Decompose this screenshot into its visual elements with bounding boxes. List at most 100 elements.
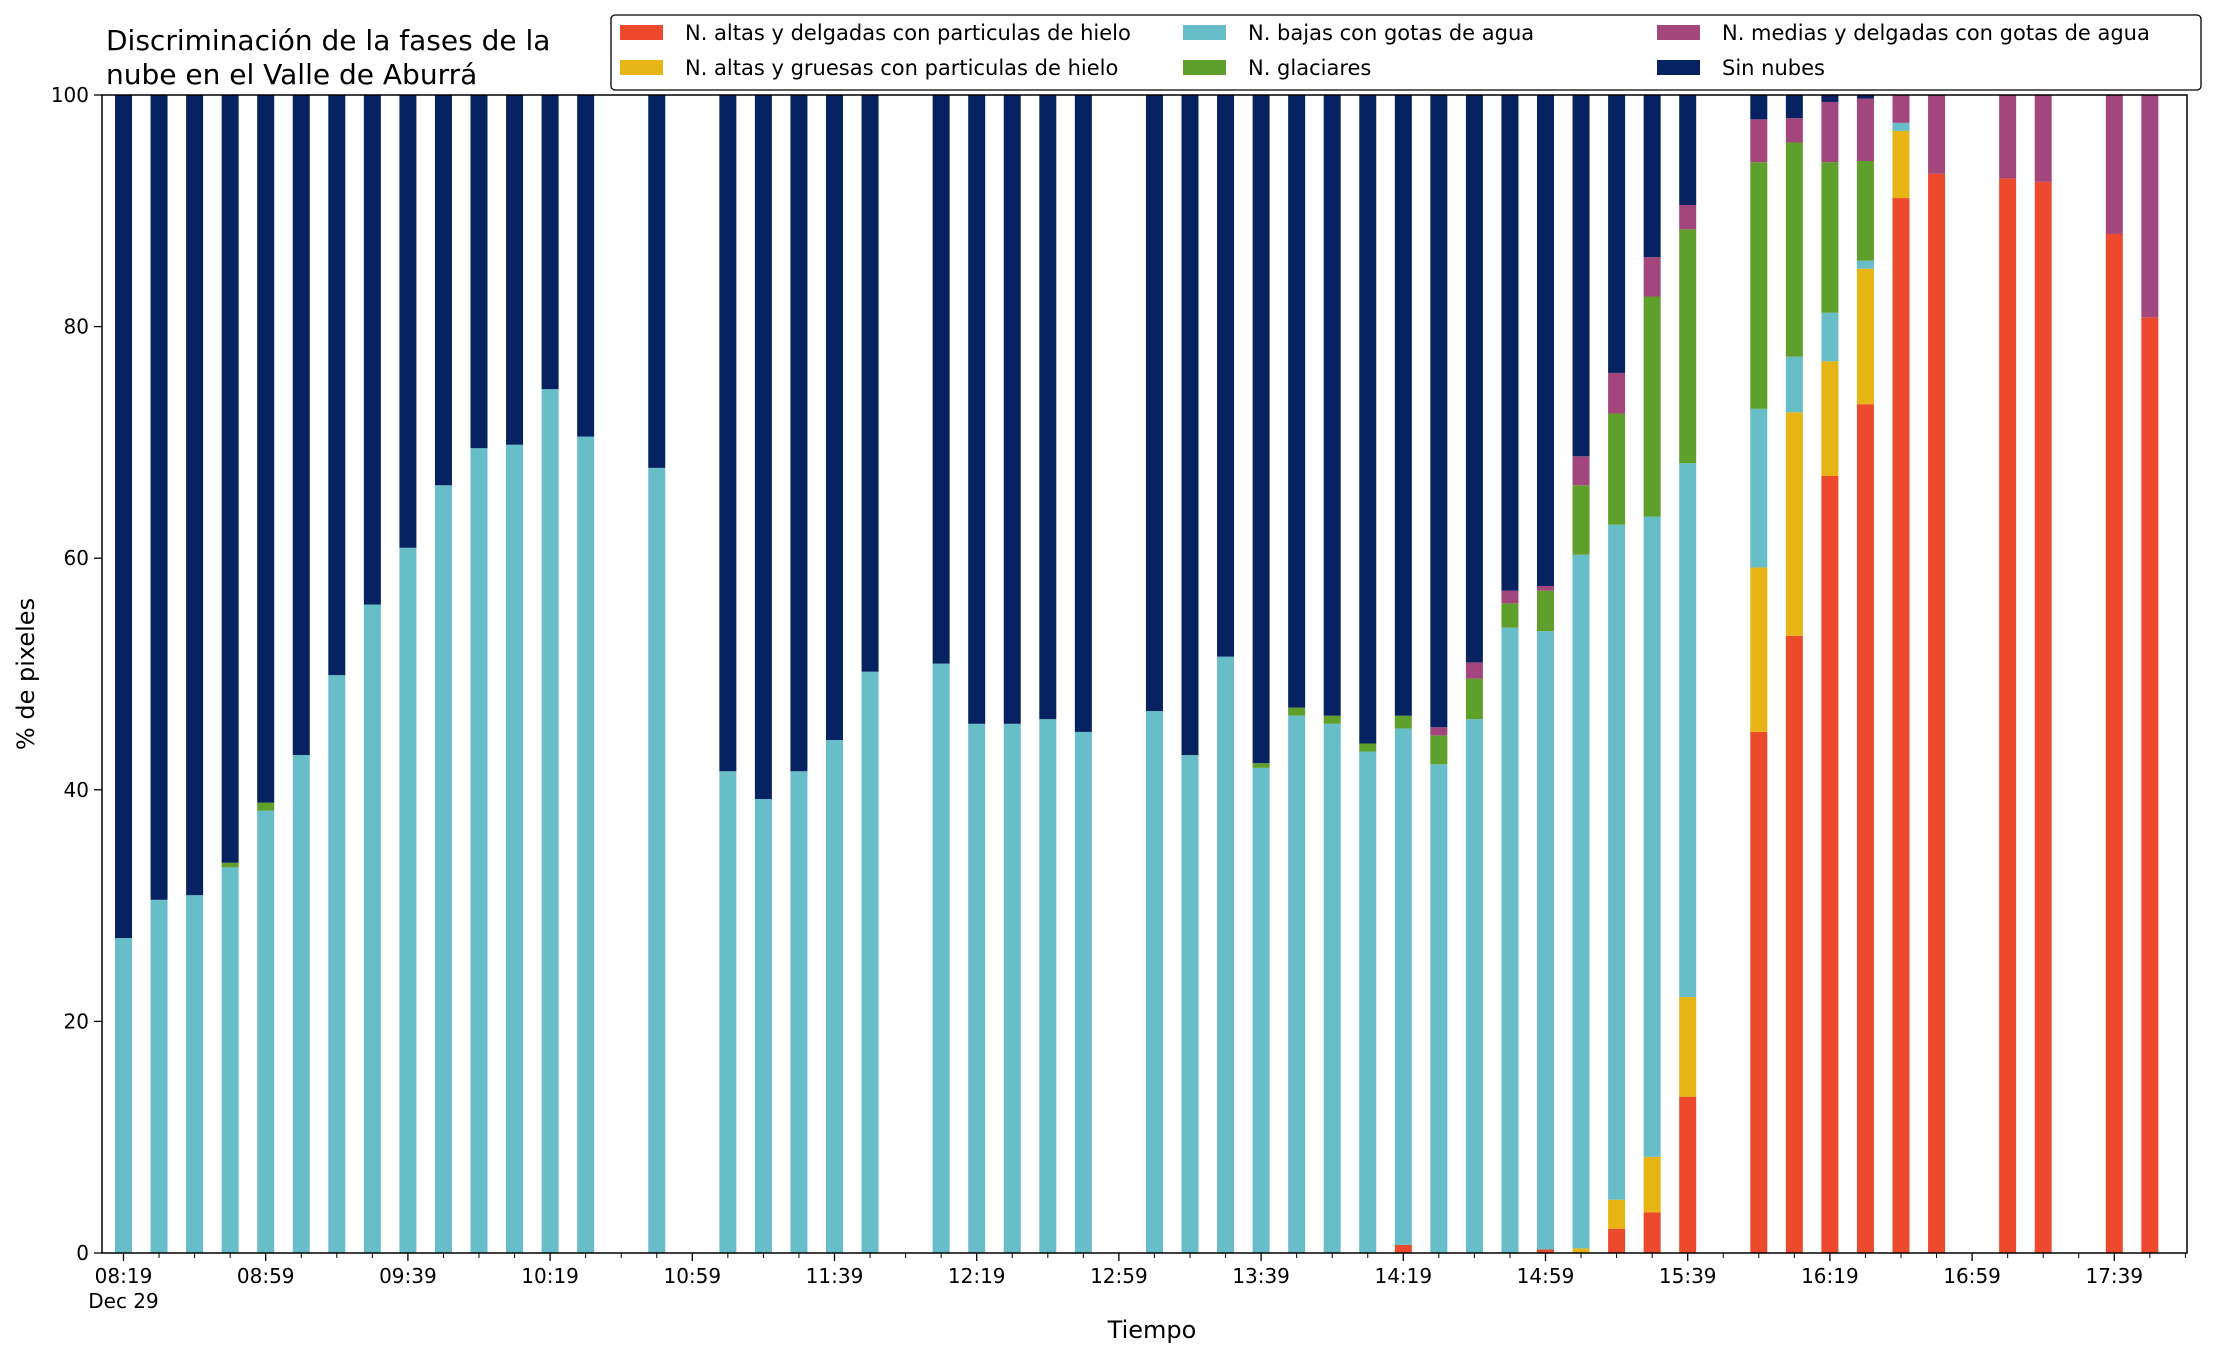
bar-segment-glaciares <box>1679 229 1697 464</box>
bar-segment-agua_medias <box>1465 662 1483 679</box>
bar-segment-sin_nubes <box>932 95 950 664</box>
chart-title-line-2: nube en el Valle de Aburrá <box>106 58 477 91</box>
y-axis: 0 20 40 60 80 100 <box>51 83 102 1265</box>
bar-stack-1429 <box>1430 95 1448 1253</box>
bar-segment-agua_medias <box>1608 372 1626 414</box>
bar-segment-glaciares <box>1430 735 1448 765</box>
bar-segment-agua_bajas <box>292 755 310 1253</box>
bar-segment-agua_medias <box>1999 95 2017 179</box>
plot-frame <box>101 94 2188 1254</box>
bar-stack-0909 <box>292 95 310 1253</box>
bar-stack-1219 <box>968 95 986 1253</box>
bar-stack-1009 <box>506 95 524 1254</box>
bar-segment-glaciares <box>1359 743 1377 752</box>
bar-segment-hielo_delgadas <box>1394 1244 1412 1253</box>
bar-segment-agua_bajas <box>1501 627 1519 1253</box>
bar-segment-glaciares <box>1785 142 1803 357</box>
bar-stack-1339 <box>1252 95 1270 1253</box>
bar-stack-0839 <box>186 95 204 1253</box>
legend-label: N. altas y gruesas con particulas de hie… <box>685 56 1118 80</box>
bar-segment-agua_bajas <box>506 444 524 1254</box>
legend-label: N. bajas con gotas de agua <box>1248 21 1534 45</box>
bar-segment-sin_nubes <box>577 95 595 437</box>
bar-stack-0949 <box>434 95 452 1253</box>
y-tick-label: 0 <box>76 1241 89 1265</box>
bar-stack-1239 <box>1039 95 1057 1253</box>
bar-stack-1609 <box>1785 95 1803 1253</box>
bar-segment-agua_medias <box>1750 119 1768 163</box>
y-tick-label: 100 <box>51 83 89 107</box>
bar-segment-sin_nubes <box>1465 95 1483 663</box>
legend-item-agua_medias: N. medias y delgadas con gotas de agua <box>1657 21 2150 45</box>
bar-segment-sin_nubes <box>1003 95 1021 724</box>
bar-stack-1749 <box>2141 95 2159 1254</box>
bar-segment-sin_nubes <box>1501 95 1519 591</box>
bar-segment-agua_bajas <box>470 448 488 1253</box>
bar-stack-1459 <box>1537 95 1554 1253</box>
bar-segment-agua_medias <box>1643 257 1661 297</box>
bar-segment-sin_nubes <box>1785 95 1803 119</box>
bar-segment-agua_bajas <box>754 799 772 1253</box>
legend-label: Sin nubes <box>1722 56 1825 80</box>
bar-segment-agua_bajas <box>328 675 346 1253</box>
bar-segment-sin_nubes <box>1430 95 1448 728</box>
bar-stack-1719 <box>2034 95 2052 1254</box>
bar-segment-agua_bajas <box>1785 356 1803 413</box>
y-tick-label: 60 <box>64 546 89 570</box>
bar-segment-sin_nubes <box>1572 95 1590 457</box>
y-tick-label: 40 <box>64 778 89 802</box>
bar-segment-sin_nubes <box>1217 95 1235 657</box>
bar-segment-agua_bajas <box>826 740 843 1253</box>
bar-segment-agua_bajas <box>1537 631 1554 1250</box>
bar-segment-sin_nubes <box>1821 95 1839 102</box>
bar-segment-agua_bajas <box>932 663 950 1253</box>
bar-segment-sin_nubes <box>470 95 488 449</box>
legend-swatch <box>1183 60 1226 75</box>
bar-segment-agua_bajas <box>1288 715 1306 1253</box>
bar-segment-agua_bajas <box>1430 764 1448 1253</box>
bar-stack-1149 <box>861 95 879 1253</box>
bar-segment-sin_nubes <box>1643 95 1661 258</box>
legend-swatch <box>620 25 663 40</box>
bar-segment-sin_nubes <box>292 95 310 756</box>
bar-segment-sin_nubes <box>1145 95 1163 712</box>
bar-segment-sin_nubes <box>1856 95 1874 99</box>
bar-stack-1449 <box>1501 95 1519 1253</box>
bars-layer <box>115 95 2159 1254</box>
bar-stack-0919 <box>328 95 346 1253</box>
bar-segment-agua_bajas <box>1892 122 1910 131</box>
x-axis: 08:19 08:59 09:39 10:19 10:59 11:39 12:19 12:59… <box>88 1253 2186 1313</box>
bar-segment-hielo_delgadas <box>2105 233 2123 1253</box>
bar-segment-sin_nubes <box>1679 95 1697 206</box>
bar-segment-hielo_delgadas <box>1643 1212 1661 1253</box>
bar-segment-sin_nubes <box>1359 95 1377 744</box>
bar-stack-1649 <box>1928 95 1946 1254</box>
bar-segment-sin_nubes <box>328 95 346 676</box>
bar-stack-1639 <box>1892 95 1910 1253</box>
bar-stack-1209 <box>932 95 950 1253</box>
bar-segment-sin_nubes <box>363 95 381 605</box>
bar-segment-sin_nubes <box>1074 95 1092 732</box>
legend-frame <box>610 14 2202 91</box>
bar-stack-1139 <box>826 95 843 1253</box>
bar-segment-glaciares <box>1288 707 1306 716</box>
bar-segment-hielo_delgadas <box>1928 173 1946 1254</box>
bar-segment-hielo_delgadas <box>1679 1096 1697 1253</box>
bar-segment-glaciares <box>1252 763 1270 768</box>
bar-segment-sin_nubes <box>434 95 452 486</box>
bar-segment-agua_bajas <box>1359 751 1377 1253</box>
bar-stack-0829 <box>150 95 168 1253</box>
bar-segment-agua_bajas <box>577 436 595 1253</box>
bar-segment-agua_bajas <box>1003 723 1021 1253</box>
legend-label: N. altas y delgadas con particulas de hi… <box>685 21 1131 45</box>
legend-item-hielo_gruesas: N. altas y gruesas con particulas de hie… <box>620 56 1118 80</box>
bar-segment-agua_medias <box>2105 95 2123 234</box>
legend-item-sin_nubes: Sin nubes <box>1657 56 1825 80</box>
bar-segment-agua_bajas <box>1750 408 1768 568</box>
bar-stack-0859 <box>257 95 275 1253</box>
bar-stack-1309 <box>1145 95 1163 1253</box>
bar-segment-agua_medias <box>1821 101 1839 163</box>
bar-segment-sin_nubes <box>506 95 524 445</box>
bar-segment-agua_bajas <box>257 810 275 1253</box>
bar-segment-hielo_delgadas <box>1821 475 1839 1254</box>
